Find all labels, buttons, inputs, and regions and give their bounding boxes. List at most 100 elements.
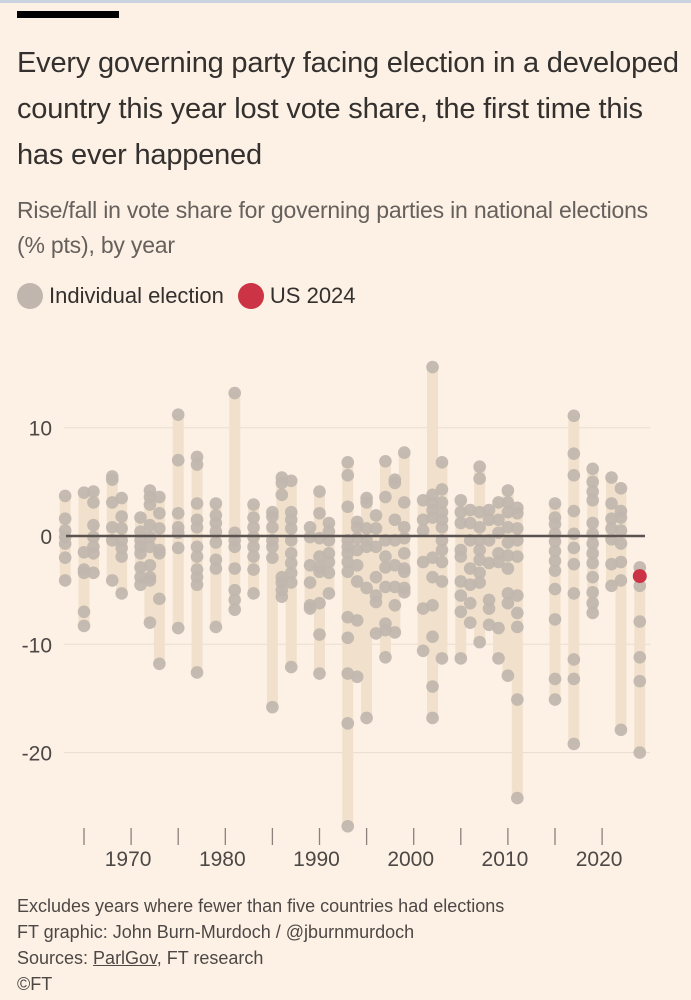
- election-dot: [369, 540, 383, 554]
- election-dot: [360, 496, 373, 509]
- election-dot: [379, 650, 392, 664]
- election-dot: [388, 580, 402, 594]
- x-tick-label: 1980: [199, 848, 246, 871]
- election-dot: [388, 476, 402, 490]
- election-dot: [360, 522, 373, 535]
- election-dot: [586, 516, 599, 530]
- election-dot: [379, 490, 392, 504]
- election-dot: [284, 522, 298, 535]
- election-dot: [454, 505, 468, 519]
- chart: 10 0 -10 -20 1970 1980 1990 2000 2010 2020: [22, 360, 650, 871]
- x-tick-label: 2010: [482, 848, 529, 871]
- election-dot: [633, 579, 647, 593]
- election-dot: [586, 493, 599, 507]
- y-tick-label: 10: [29, 418, 52, 441]
- election-dot: [87, 496, 100, 509]
- chart-title: Every governing party facing election in…: [17, 47, 679, 171]
- election-dot: [633, 615, 647, 628]
- election-dot: [633, 746, 647, 759]
- election-dot: [134, 547, 147, 560]
- election-dot: [482, 602, 496, 615]
- election-dot: [435, 555, 449, 569]
- election-dot: [435, 456, 449, 469]
- election-dot: [567, 469, 581, 482]
- election-dot: [341, 631, 355, 645]
- election-dot: [209, 553, 223, 567]
- election-dot: [134, 511, 147, 524]
- election-dot: [567, 653, 581, 666]
- election-dot: [511, 506, 524, 520]
- election-dot: [171, 541, 185, 555]
- election-dot: [369, 570, 383, 584]
- parlgov-link[interactable]: ParlGov: [93, 948, 157, 968]
- election-dot: [190, 540, 204, 554]
- election-dot: [605, 512, 618, 525]
- election-dot: [341, 819, 355, 833]
- election-dot: [350, 575, 364, 588]
- election-dot: [501, 669, 515, 683]
- brand-bar: [17, 11, 119, 18]
- election-dot: [284, 556, 298, 570]
- election-dot: [633, 650, 647, 664]
- us-2024-dot: [632, 569, 647, 584]
- election-dot: [397, 446, 411, 459]
- election-dot: [548, 554, 562, 568]
- election-dot: [605, 579, 618, 593]
- y-axis-labels: 10 0 -10 -20: [22, 418, 52, 766]
- election-dot: [463, 578, 477, 592]
- election-dot: [153, 522, 166, 535]
- election-dot: [605, 522, 618, 535]
- election-dot: [416, 644, 430, 658]
- election-dot: [511, 522, 524, 535]
- election-dot: [228, 603, 242, 616]
- election-dot: [87, 566, 100, 580]
- election-dot: [567, 557, 581, 571]
- election-dot: [228, 593, 242, 607]
- election-dot: [501, 505, 515, 519]
- election-dot: [266, 551, 279, 564]
- election-dot: [511, 589, 524, 602]
- election-dot: [388, 599, 402, 612]
- election-dot: [416, 513, 430, 527]
- x-tick-label: 2000: [387, 848, 434, 871]
- election-dot: [247, 563, 260, 576]
- election-dot: [303, 521, 317, 534]
- election-dot: [87, 518, 100, 532]
- election-dot: [463, 516, 477, 530]
- election-dot: [284, 566, 298, 580]
- election-dot: [209, 562, 223, 575]
- election-dot: [614, 482, 628, 495]
- election-dot: [492, 496, 505, 509]
- election-dot: [473, 576, 486, 589]
- election-dot: [322, 516, 336, 530]
- election-dot: [492, 547, 505, 560]
- highlight-dots: [632, 569, 647, 584]
- legend-label-individual: Individual election: [49, 283, 224, 308]
- election-dot: [614, 723, 628, 737]
- election-dot: [322, 587, 336, 600]
- election-dot: [247, 511, 260, 524]
- election-dot: [548, 564, 562, 577]
- election-dot: [511, 620, 524, 634]
- election-dot: [416, 524, 430, 537]
- election-dot: [379, 623, 392, 637]
- election-dot: [454, 605, 468, 619]
- election-dot: [228, 540, 242, 554]
- x-axis: 1970 1980 1990 2000 2010 2020: [83, 828, 622, 871]
- election-dot: [313, 628, 326, 641]
- election-dot: [58, 537, 72, 550]
- election-dot: [388, 513, 402, 527]
- election-dot: [586, 606, 599, 620]
- election-dot: [426, 511, 439, 524]
- election-dot: [58, 489, 72, 503]
- election-dot: [209, 620, 223, 634]
- election-dot: [473, 460, 486, 473]
- election-dot: [492, 555, 505, 569]
- election-dot: [360, 711, 373, 725]
- election-dot: [105, 521, 119, 534]
- election-dot: [209, 497, 223, 510]
- election-dot: [228, 386, 242, 400]
- legend-item-us-2024: US 2024: [237, 283, 356, 309]
- y-tick-label: -20: [22, 743, 52, 766]
- election-dot: [341, 469, 355, 482]
